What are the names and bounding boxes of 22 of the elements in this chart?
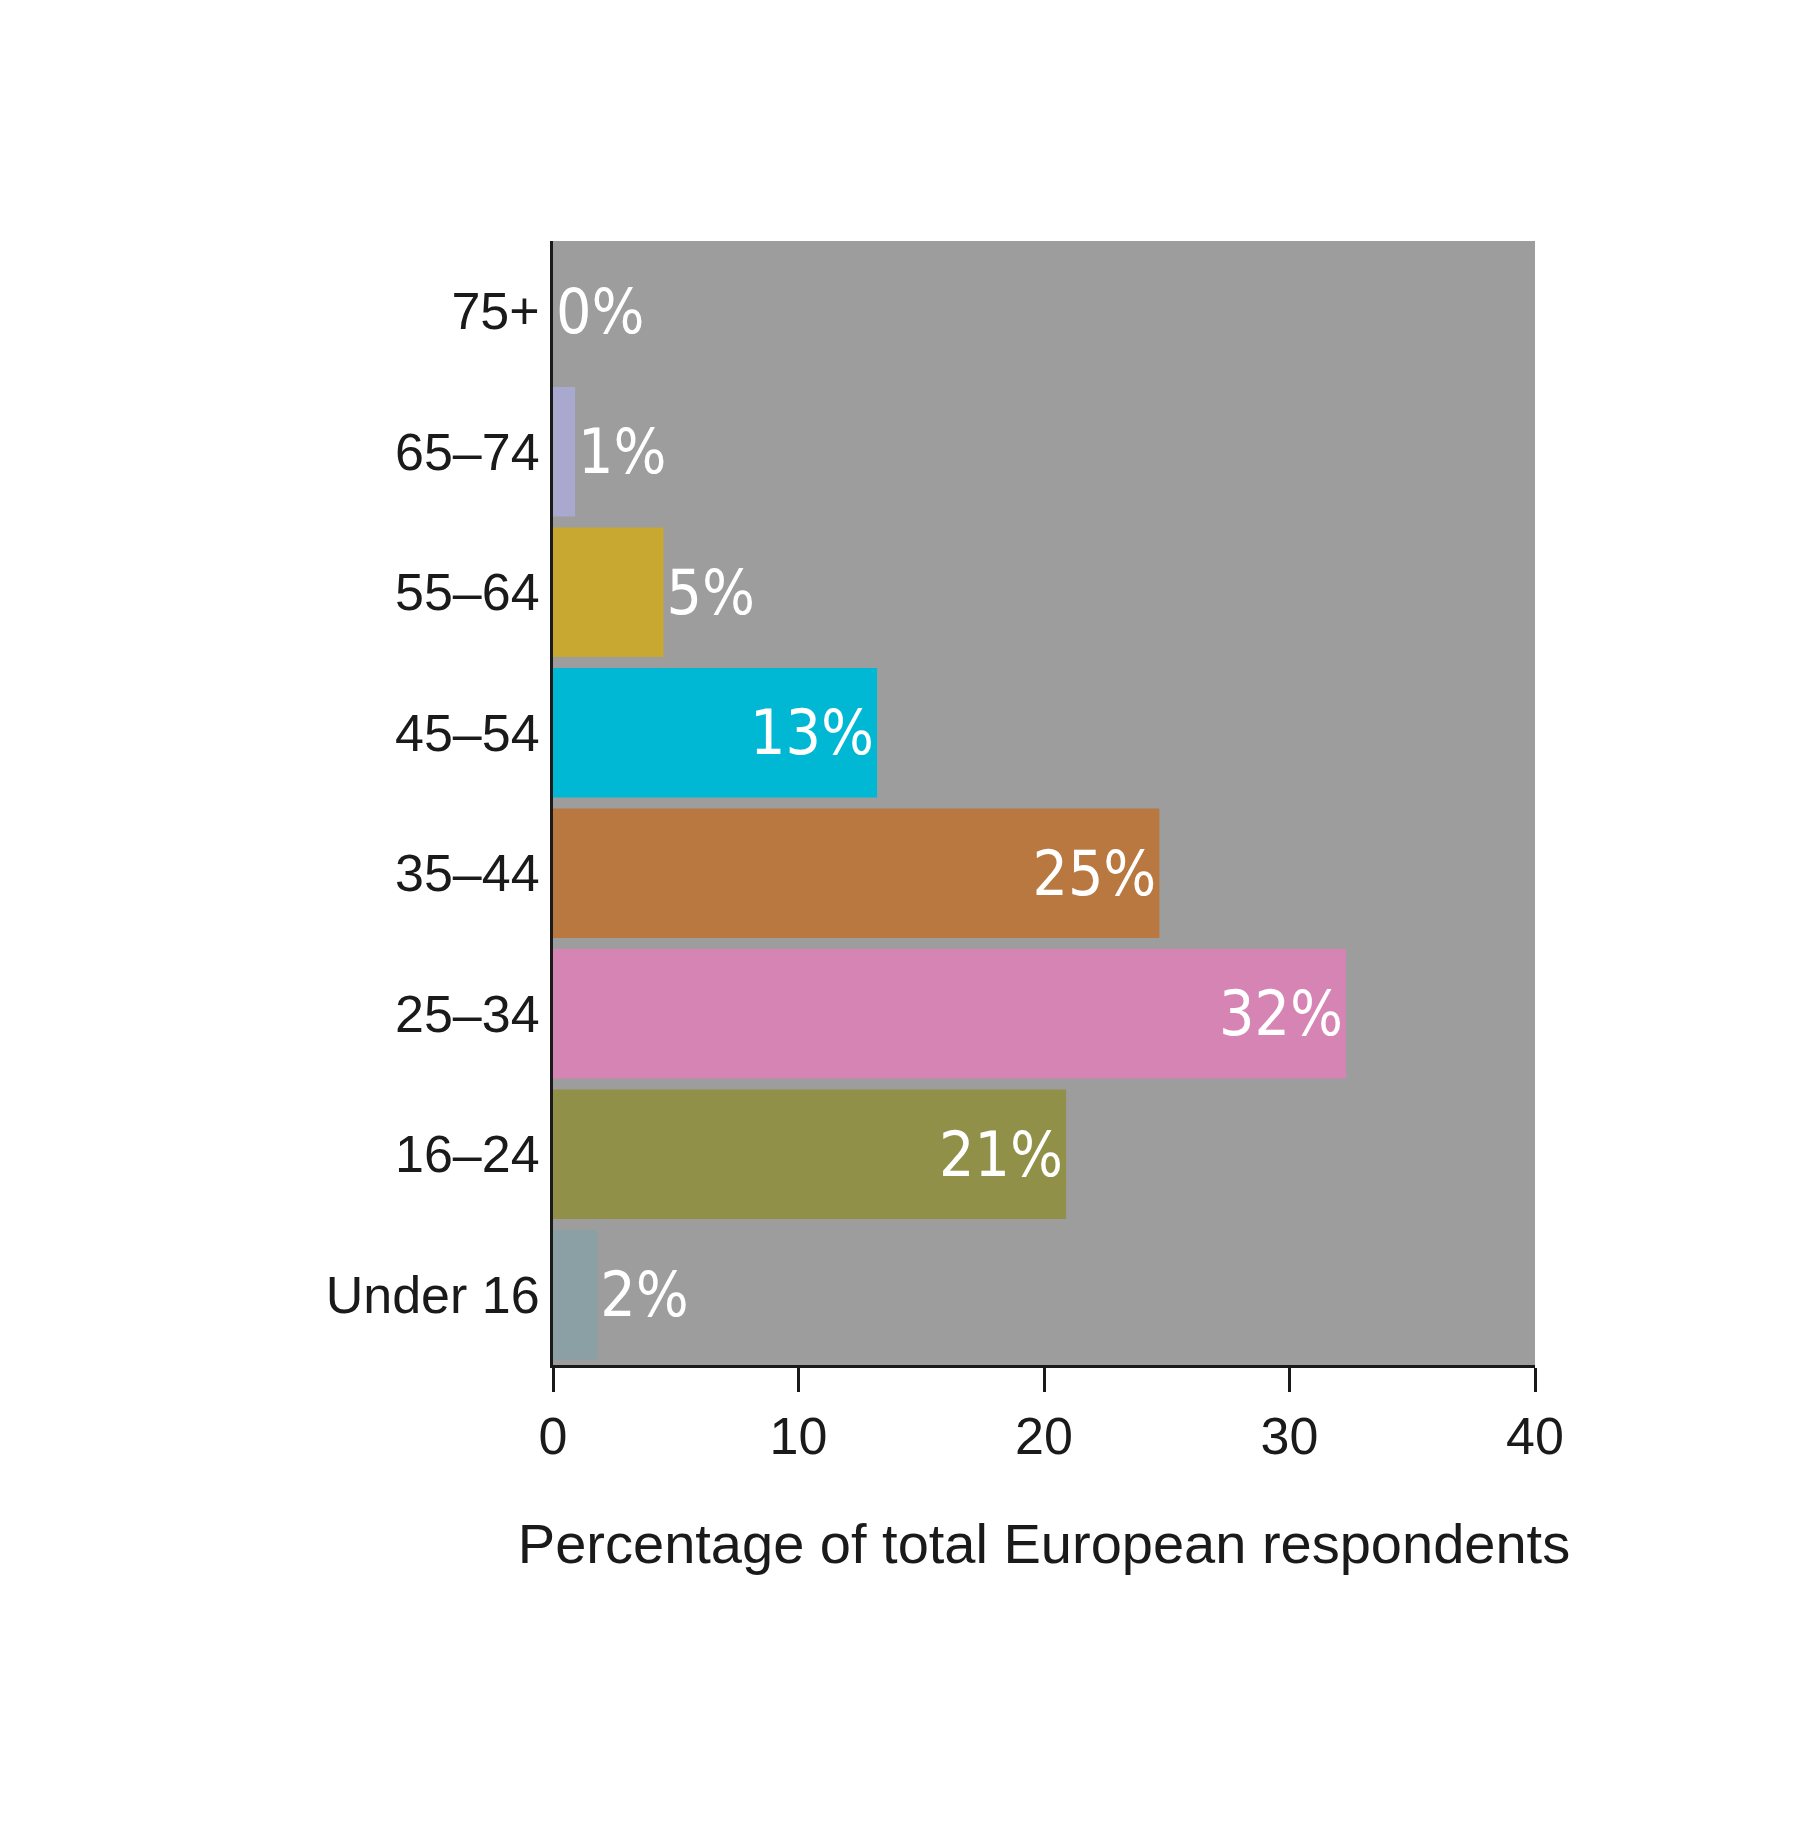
y-tick-label: 16–24 <box>394 1125 540 1184</box>
x-tick-label: 30 <box>1260 1407 1319 1466</box>
x-axis-title: Percentage of total European respondents <box>517 1512 1571 1576</box>
x-tick-label: 10 <box>769 1407 828 1466</box>
data-label: 25% <box>1032 836 1157 910</box>
data-label: 32% <box>1218 977 1343 1051</box>
data-label: 13% <box>750 696 875 770</box>
y-tick-label: 55–64 <box>394 563 540 622</box>
x-tick-label: 0 <box>538 1407 568 1466</box>
y-tick-label: 45–54 <box>394 703 540 762</box>
data-label: 2% <box>600 1258 689 1332</box>
y-tick-label: 25–34 <box>394 984 540 1043</box>
y-tick-label: 75+ <box>451 282 540 341</box>
y-tick-label: Under 16 <box>325 1265 540 1324</box>
data-label: 5% <box>666 555 755 629</box>
x-tick-label: 20 <box>1015 1407 1073 1466</box>
x-tick-label: 40 <box>1506 1407 1564 1466</box>
data-label: 21% <box>939 1117 1064 1191</box>
data-label: 1% <box>578 415 667 489</box>
y-tick-label: 65–74 <box>394 422 540 481</box>
y-tick-label: 35–44 <box>394 844 540 903</box>
data-label: 0% <box>556 274 645 348</box>
